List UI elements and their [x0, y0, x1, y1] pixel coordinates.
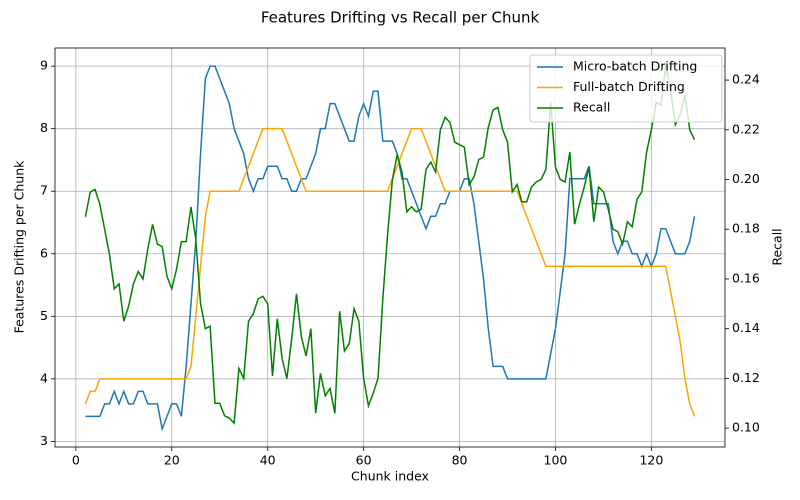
y2-tick-label: 0.16	[732, 270, 760, 285]
y-tick-label: 9	[40, 58, 48, 73]
legend-box	[529, 54, 723, 123]
series-line	[85, 65, 696, 432]
y-tick-label: 5	[40, 308, 48, 323]
legend-label: Full-batch Drifting	[573, 79, 685, 94]
x-tick-label: 80	[452, 453, 468, 468]
y-tick-label: 3	[40, 433, 48, 448]
legend-label: Micro-batch Drifting	[573, 59, 697, 74]
chart-title: Features Drifting vs Recall per Chunk	[261, 9, 540, 27]
y2-tick-label: 0.14	[732, 320, 760, 335]
y-axis-label: Features Drifting per Chunk	[12, 160, 27, 334]
y-tick-label: 4	[40, 370, 48, 385]
plot-frame	[54, 47, 726, 448]
x-tick-label: 60	[356, 453, 372, 468]
y2-tick-label: 0.22	[732, 121, 760, 136]
y-tick-label: 8	[40, 120, 48, 135]
y2-tick-label: 0.10	[732, 420, 760, 435]
legend-label: Recall	[573, 100, 610, 115]
x-axis-label: Chunk index	[351, 469, 429, 484]
x-tick-label: 0	[72, 453, 80, 468]
y2-tick-label: 0.18	[732, 221, 760, 236]
y2-tick-label: 0.20	[732, 171, 760, 186]
y-tick-label: 7	[40, 183, 48, 198]
y-tick-label: 6	[40, 245, 48, 260]
x-tick-label: 20	[164, 453, 180, 468]
y2-tick-label: 0.12	[732, 370, 760, 385]
y2-axis-label: Recall	[770, 228, 785, 265]
x-tick-label: 100	[544, 453, 568, 468]
x-tick-label: 120	[639, 453, 663, 468]
series-line	[84, 127, 696, 417]
series-line	[84, 65, 696, 425]
y2-tick-label: 0.24	[732, 72, 760, 87]
x-tick-label: 40	[260, 453, 276, 468]
